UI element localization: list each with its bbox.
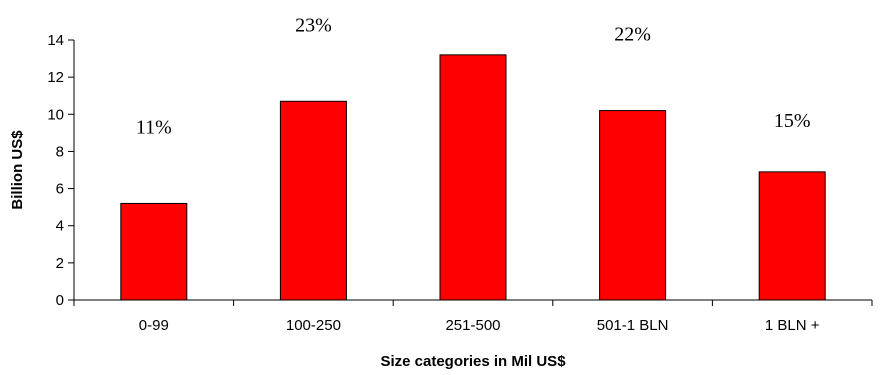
- x-tick-label: 1 BLN +: [765, 317, 820, 334]
- x-tick-label: 0-99: [139, 317, 169, 334]
- x-axis-ticks: 0-99 100-250 251-500 501-1 BLN 1 BLN +: [73, 300, 873, 334]
- y-tick-label: 8: [56, 143, 64, 160]
- data-label: 23%: [295, 14, 332, 36]
- y-tick-label: 0: [56, 292, 64, 309]
- bar: [120, 202, 188, 301]
- y-tick-label: 12: [47, 69, 64, 86]
- x-tick-label: 251-500: [445, 317, 500, 334]
- bar: [439, 54, 507, 301]
- x-tick-label: 501-1 BLN: [597, 317, 669, 334]
- y-tick-label: 6: [56, 181, 64, 198]
- bars-group: [120, 54, 826, 301]
- bar: [599, 110, 667, 301]
- y-tick-label: 4: [56, 218, 64, 235]
- y-axis-title: Billion US$: [9, 130, 26, 210]
- data-label: 22%: [614, 24, 651, 46]
- data-labels-group: 11%23%29%22%15%: [136, 14, 811, 138]
- data-label: 15%: [774, 110, 811, 132]
- y-tick-label: 10: [47, 106, 64, 123]
- x-axis-title: Size categories in Mil US$: [380, 353, 566, 370]
- y-axis-ticks: 0 2 4 6 8 10 12 14: [47, 32, 74, 309]
- y-tick-label: 2: [56, 255, 64, 272]
- data-label: 11%: [136, 116, 172, 138]
- bar: [279, 100, 347, 301]
- x-tick-label: 100-250: [286, 317, 341, 334]
- bar: [758, 171, 826, 301]
- y-tick-label: 14: [47, 32, 64, 49]
